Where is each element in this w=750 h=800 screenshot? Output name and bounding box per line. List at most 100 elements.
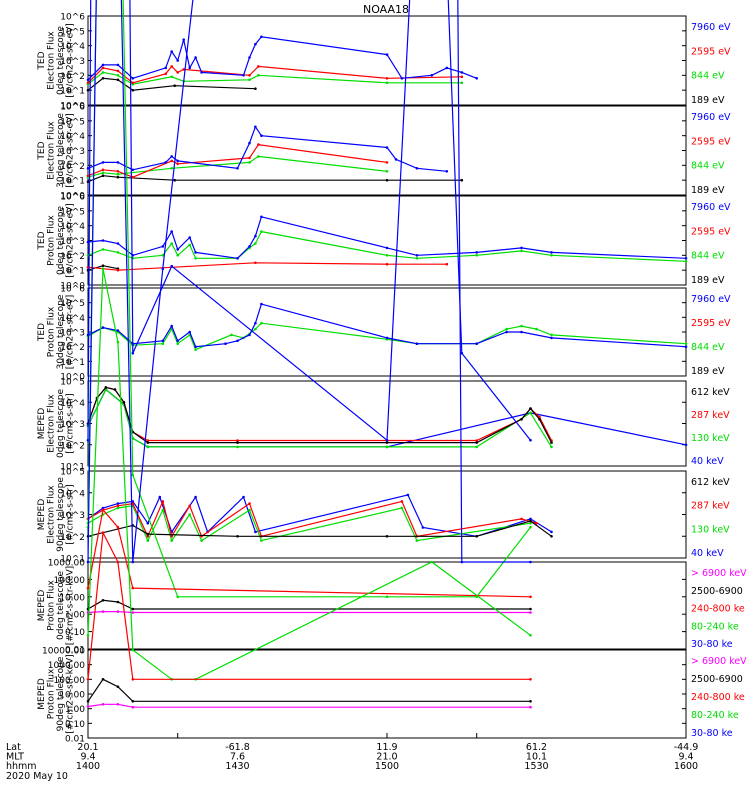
data-point	[161, 508, 165, 512]
data-point	[164, 72, 167, 76]
y-tick-label: 10^6	[60, 103, 85, 113]
data-point	[116, 78, 120, 82]
data-point	[260, 215, 263, 219]
data-point	[116, 329, 120, 332]
legend-label: 7960 eV	[691, 22, 731, 33]
data-point	[445, 262, 449, 266]
data-point	[161, 245, 165, 248]
data-point	[460, 71, 464, 74]
data-point	[475, 445, 479, 449]
data-point	[421, 526, 425, 529]
data-point	[224, 342, 227, 346]
data-point	[242, 74, 245, 77]
legend-label: 612 keV	[691, 477, 730, 488]
data-point	[173, 84, 176, 87]
legend-label: 844 eV	[691, 342, 725, 353]
data-point	[86, 438, 90, 442]
legend-label: 287 keV	[691, 501, 730, 512]
data-point	[86, 167, 90, 170]
data-point	[400, 77, 404, 80]
data-point	[116, 560, 120, 564]
data-point	[86, 678, 90, 681]
panel-0: 10^010^110^210^310^410^510^6TEDElectron …	[37, 13, 731, 112]
data-point	[161, 342, 165, 346]
data-point	[131, 77, 135, 80]
data-point	[86, 700, 90, 703]
data-point	[529, 678, 532, 681]
panel-frame	[87, 287, 687, 377]
data-point	[538, 418, 541, 421]
y-axis-label-line: Electron Flux	[47, 485, 57, 544]
y-tick-label: 10^4	[60, 42, 85, 52]
data-point	[131, 586, 135, 590]
legend-label: 2500-6900	[691, 674, 743, 685]
data-point	[248, 74, 251, 77]
y-axis-label-line: Proton Flux	[47, 306, 57, 357]
legend-label: 7960 eV	[691, 294, 731, 305]
data-point	[101, 531, 105, 534]
legend-label: 2595 eV	[691, 318, 731, 329]
legend-label: 80-240 ke	[691, 710, 739, 721]
data-point	[475, 535, 479, 538]
data-point	[529, 560, 532, 564]
legend-label: 844 eV	[691, 251, 725, 262]
data-point	[236, 441, 239, 444]
y-tick-label: 10^5	[60, 468, 85, 478]
data-point	[529, 700, 532, 703]
data-point	[116, 175, 120, 179]
data-point	[475, 254, 479, 257]
y-axis-label-line: TED	[37, 323, 47, 342]
data-point	[176, 339, 179, 343]
data-point	[116, 703, 120, 706]
x-row-value: 9.4	[80, 752, 95, 763]
data-point	[146, 439, 150, 442]
data-point	[254, 234, 257, 238]
data-point	[684, 260, 688, 263]
data-point	[131, 88, 135, 92]
y-axis-label-line: 0deg telescope	[56, 206, 66, 276]
data-point	[385, 246, 389, 250]
legend-label: 240-800 ke	[691, 692, 745, 703]
data-point	[176, 59, 179, 62]
data-point	[415, 539, 419, 542]
data-point	[188, 66, 191, 70]
data-point	[475, 342, 479, 346]
y-axis-label-line: TED	[37, 51, 47, 70]
x-row-value: 1500	[375, 761, 399, 772]
y-tick-label: 0.10	[65, 720, 85, 730]
data-point	[188, 504, 191, 508]
data-point	[188, 243, 191, 247]
x-row-value: 11.9	[376, 742, 397, 753]
x-row-value: 9.4	[678, 752, 693, 763]
legend-label: 844 eV	[691, 71, 725, 82]
y-tick-label: 10^4	[60, 399, 85, 409]
y-axis-label-line: 0deg telescope	[56, 571, 66, 641]
y-tick-label: 10^1	[60, 555, 85, 565]
data-point	[116, 268, 120, 272]
x-row-value: 1400	[76, 761, 100, 772]
y-axis-label: TEDElectron Flux0deg telescope[#/cm2-s-s…	[37, 23, 76, 98]
data-point	[131, 607, 135, 611]
data-point	[161, 500, 165, 503]
data-point	[116, 251, 120, 254]
data-point	[194, 56, 197, 59]
data-point	[194, 495, 197, 499]
y-axis-label-line: 90deg telescope	[56, 656, 66, 731]
data-point	[520, 246, 523, 250]
data-point	[200, 539, 203, 542]
y-tick-label: 10^2	[60, 533, 85, 543]
y-tick-label: 10^2	[60, 441, 85, 451]
panel-frame	[87, 380, 687, 467]
data-point	[164, 66, 167, 70]
data-point	[86, 88, 90, 92]
data-point	[445, 66, 449, 70]
y-tick-label: 10^0	[60, 192, 85, 202]
y-tick-label: 10^4	[60, 132, 85, 142]
data-point	[182, 38, 185, 41]
data-point	[415, 167, 419, 170]
data-point	[385, 445, 389, 449]
series-line	[87, 703, 531, 708]
data-point	[460, 351, 464, 355]
data-point	[520, 418, 523, 421]
x-row-value: -44.9	[674, 742, 699, 753]
